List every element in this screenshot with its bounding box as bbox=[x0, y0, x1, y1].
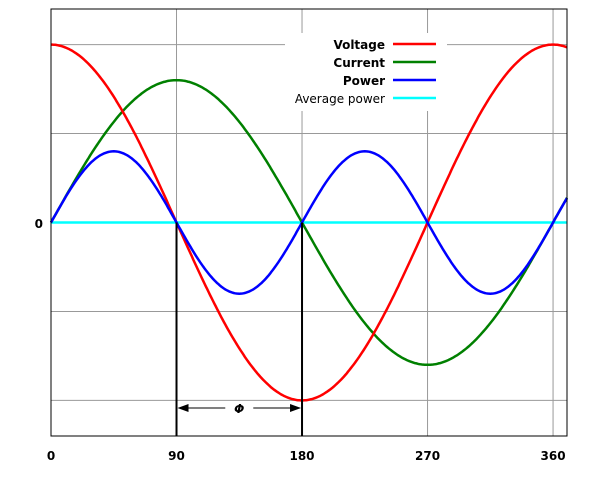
legend-label-average-power: Average power bbox=[295, 92, 385, 106]
legend-label-current: Current bbox=[333, 56, 385, 70]
plot-frame bbox=[50, 8, 568, 437]
x-tick-label: 270 bbox=[415, 449, 440, 463]
x-tick-labels: 0 90 180 270 360 bbox=[47, 449, 566, 463]
phase-annotation: Φ bbox=[175, 222, 304, 436]
x-tick-label: 0 bbox=[47, 449, 55, 463]
series-power bbox=[49, 150, 569, 295]
y-tick-label: 0 bbox=[35, 217, 43, 231]
legend-label-power: Power bbox=[343, 74, 385, 88]
phase-label: Φ bbox=[234, 402, 244, 416]
x-tick-label: 90 bbox=[168, 449, 185, 463]
arrow-left-icon bbox=[177, 404, 189, 412]
legend-label-voltage: Voltage bbox=[333, 38, 385, 52]
arrow-right-icon bbox=[290, 404, 302, 412]
x-tick-label: 180 bbox=[289, 449, 314, 463]
x-tick-label: 360 bbox=[541, 449, 566, 463]
series-current bbox=[49, 78, 569, 367]
series-voltage bbox=[51, 43, 568, 402]
legend: Voltage Current Power Average power bbox=[285, 33, 447, 111]
curves bbox=[49, 43, 569, 402]
